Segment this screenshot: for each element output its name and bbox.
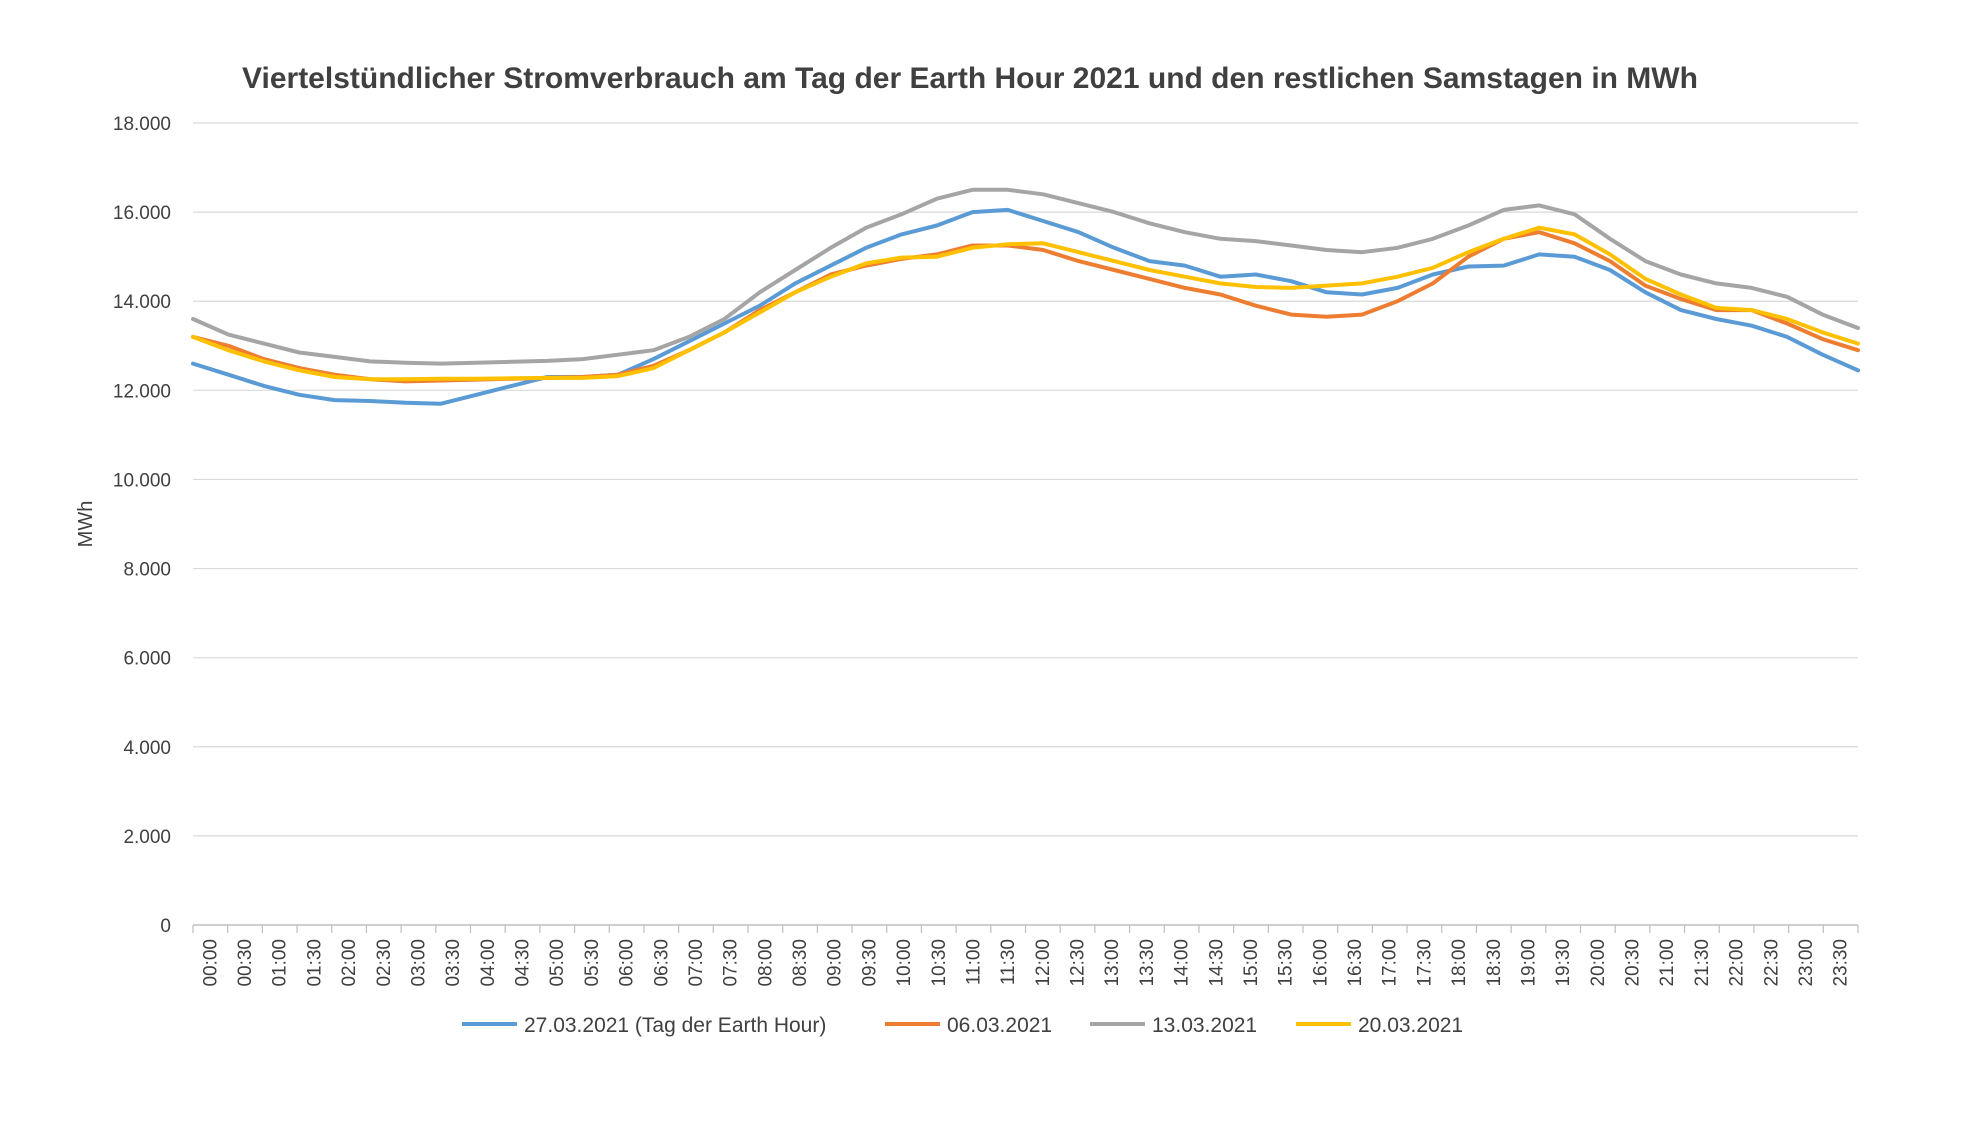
x-tick-label: 23:30	[1831, 939, 1852, 987]
series-line-4	[191, 225, 1860, 382]
x-tick-label: 20:30	[1623, 939, 1644, 987]
series-lines	[191, 187, 1860, 406]
x-tick-label: 04:00	[478, 939, 499, 987]
x-tick-label: 18:30	[1484, 939, 1505, 987]
x-tick-label: 11:30	[998, 939, 1019, 985]
series-line-1	[191, 207, 1860, 406]
x-tick-label: 05:00	[547, 939, 568, 987]
x-tick-label: 13:30	[1137, 939, 1158, 987]
legend-entry-label: 27.03.2021 (Tag der Earth Hour)	[524, 1014, 826, 1037]
x-tick-label: 02:30	[374, 939, 395, 987]
y-tick-label: 4.000	[123, 738, 171, 759]
legend: 27.03.2021 (Tag der Earth Hour) 06.03.202…	[462, 1014, 1463, 1037]
x-tick-label: 14:00	[1172, 939, 1193, 987]
x-tick-label: 13:00	[1102, 939, 1123, 987]
x-tick-label: 19:00	[1518, 939, 1539, 987]
x-tick-label: 22:00	[1727, 939, 1748, 987]
x-tick-label: 14:30	[1206, 939, 1227, 987]
x-tick-label: 06:00	[617, 939, 638, 987]
y-axis-label: MWh	[75, 501, 97, 548]
x-tick-label: 01:00	[270, 939, 291, 987]
legend-entry-label: 13.03.2021	[1152, 1014, 1257, 1037]
x-tick-label: 10:00	[894, 939, 915, 987]
x-tick-label: 15:00	[1241, 939, 1262, 987]
x-tick-label: 02:00	[339, 939, 360, 987]
x-tick-label: 05:30	[582, 939, 603, 987]
x-tick-label: 03:00	[408, 939, 429, 987]
x-tick-label: 16:00	[1310, 939, 1331, 987]
chart-title: Viertelstündlicher Stromverbrauch am Tag…	[242, 62, 1698, 95]
x-tick-label: 08:30	[790, 939, 811, 987]
legend-entry-label: 06.03.2021	[947, 1014, 1052, 1037]
x-tick-label: 03:30	[443, 939, 464, 987]
x-tick-label: 23:00	[1796, 939, 1817, 987]
x-tick-label: 10:30	[929, 939, 950, 987]
x-tick-label: 19:30	[1553, 939, 1574, 987]
x-tick-label: 07:00	[686, 939, 707, 987]
y-axis-ticks: 0 2.000 4.000 6.000 8.000 10.000 12.000 14.000 1…	[113, 114, 171, 937]
x-tick-label: 21:00	[1657, 939, 1678, 987]
x-tick-label: 18:00	[1449, 939, 1470, 987]
x-tick-label: 12:00	[1033, 939, 1054, 987]
x-tick-label: 04:30	[513, 939, 534, 987]
y-tick-label: 8.000	[123, 560, 171, 581]
x-tick-label: 09:30	[859, 939, 880, 987]
y-tick-label: 6.000	[123, 649, 171, 670]
x-tick-label: 11:00	[963, 939, 984, 985]
y-tick-label: 18.000	[113, 114, 171, 135]
x-tick-label: 20:00	[1588, 939, 1609, 987]
x-tick-label: 06:30	[651, 939, 672, 987]
x-tick-label: 17:00	[1380, 939, 1401, 987]
x-tick-label: 15:30	[1276, 939, 1297, 987]
x-tick-label: 22:30	[1761, 939, 1782, 987]
gridlines	[193, 122, 1858, 837]
x-tick-label: 12:30	[1068, 939, 1089, 987]
y-tick-label: 2.000	[123, 827, 171, 848]
x-tick-label: 00:00	[200, 939, 221, 987]
x-tick-label: 07:30	[721, 939, 742, 987]
x-tick-label: 09:00	[825, 939, 846, 987]
y-tick-label: 10.000	[113, 470, 171, 491]
legend-entry-label: 20.03.2021	[1358, 1014, 1463, 1037]
series-line-3	[191, 187, 1860, 366]
x-tick-label: 01:30	[304, 939, 325, 987]
y-tick-label: 16.000	[113, 203, 171, 224]
x-tick-label: 00:30	[235, 939, 256, 987]
y-tick-label: 0	[160, 916, 171, 937]
y-tick-label: 12.000	[113, 381, 171, 402]
x-axis-ticks: 00:00 00:30 01:00 01:30 02:00 02:30 03:00 03:30…	[192, 925, 1859, 987]
y-tick-label: 14.000	[113, 292, 171, 313]
x-tick-label: 21:30	[1692, 939, 1713, 987]
x-tick-label: 16:30	[1345, 939, 1366, 987]
x-tick-label: 17:30	[1414, 939, 1435, 987]
x-tick-label: 08:00	[755, 939, 776, 987]
